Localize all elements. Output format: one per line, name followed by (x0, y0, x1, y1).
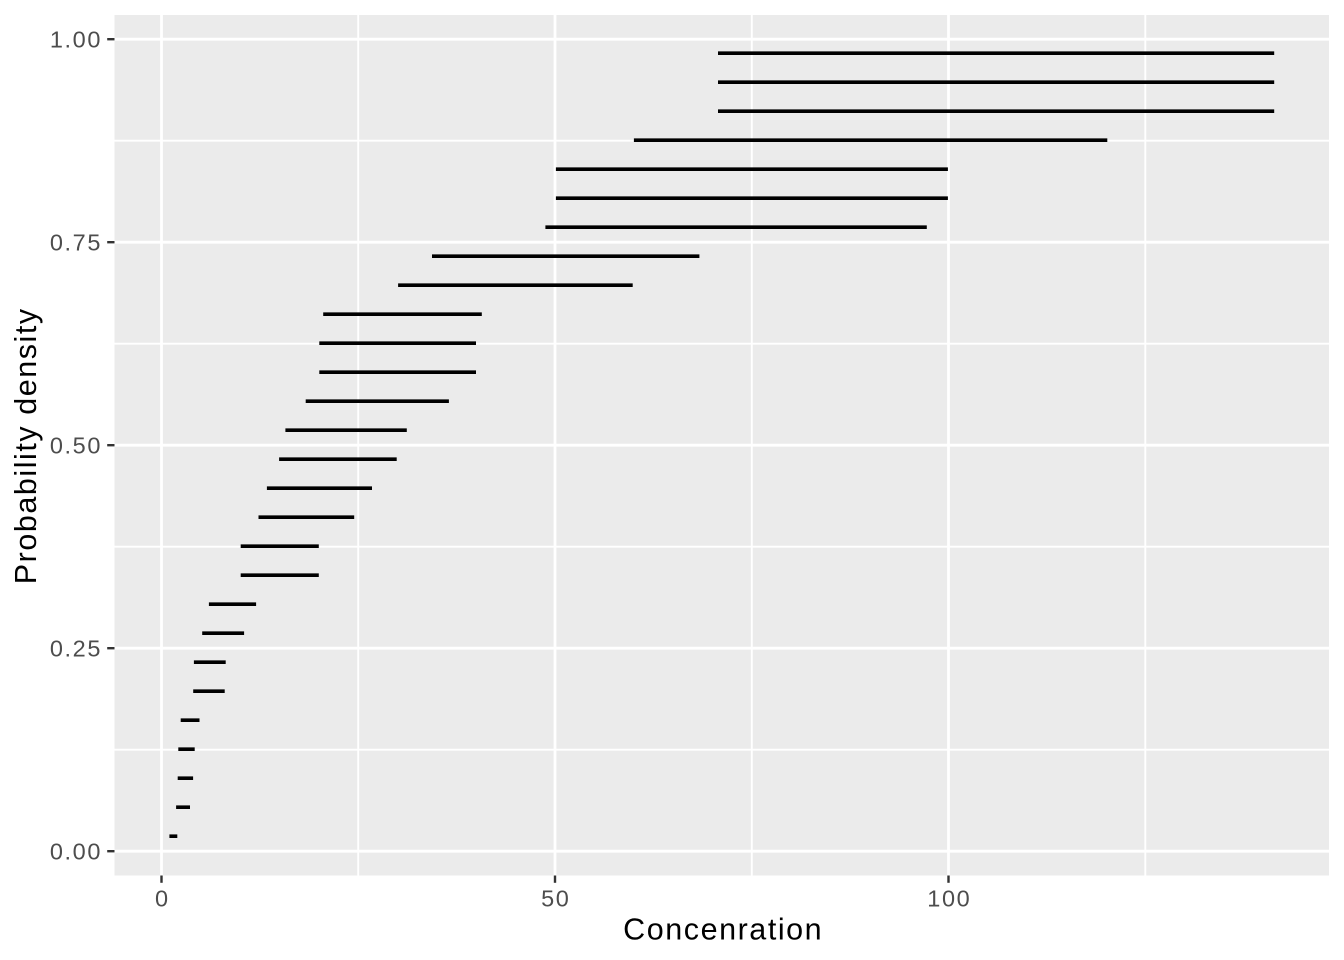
svg-text:0: 0 (155, 886, 170, 912)
svg-text:0.50: 0.50 (50, 433, 102, 459)
svg-text:0.75: 0.75 (50, 230, 102, 256)
svg-text:Concenration: Concenration (623, 912, 823, 946)
svg-text:50: 50 (541, 886, 570, 912)
svg-text:0.25: 0.25 (50, 636, 102, 662)
svg-text:100: 100 (927, 886, 971, 912)
svg-text:1.00: 1.00 (50, 27, 102, 53)
svg-text:Probability density: Probability density (9, 307, 43, 584)
svg-text:0.00: 0.00 (50, 839, 102, 865)
